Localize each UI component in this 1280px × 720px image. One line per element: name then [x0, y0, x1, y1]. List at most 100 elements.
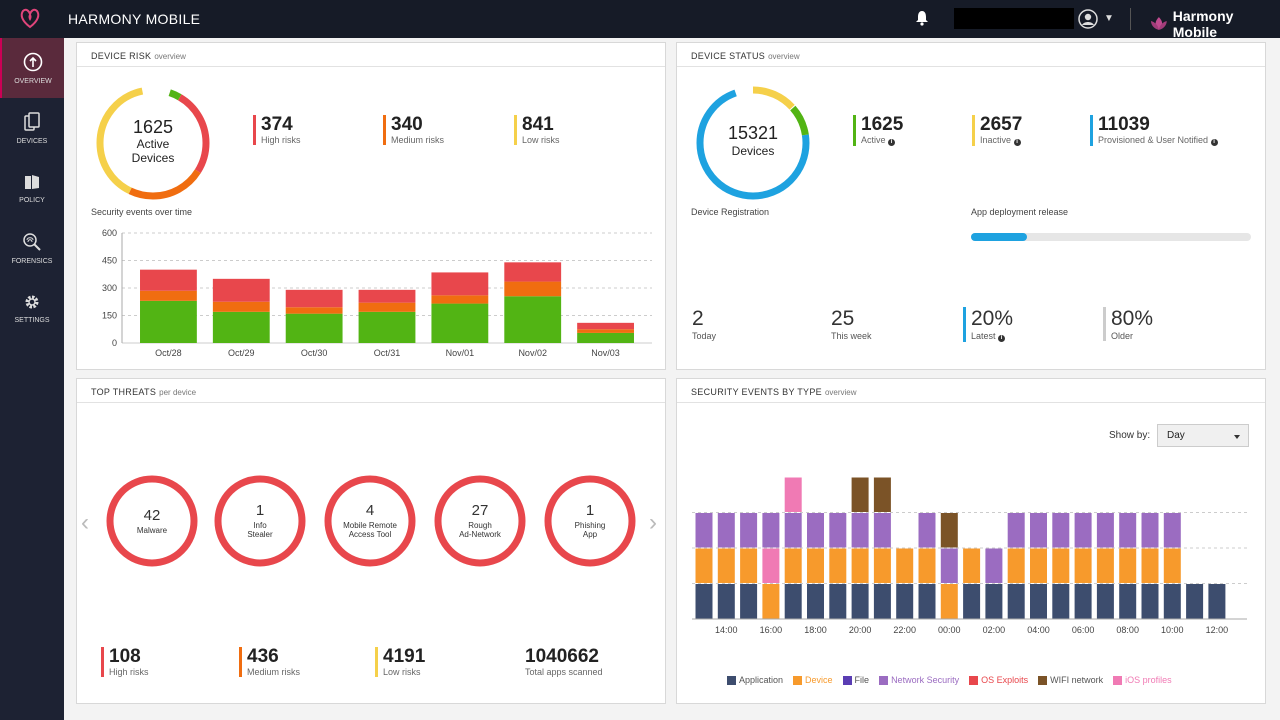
threat-name: Malware: [136, 525, 168, 535]
low-risks-stat[interactable]: 4191 Low risks: [375, 647, 425, 677]
provisioned-stat[interactable]: 11039 Provisioned & User Notified i: [1090, 115, 1218, 146]
threat-count: 1: [585, 502, 595, 519]
bar-segment: [918, 548, 936, 583]
bar-segment: [1074, 548, 1092, 583]
latest-stat[interactable]: 20% Latest i: [963, 307, 1013, 342]
high-risks-stat[interactable]: 108 High risks: [101, 647, 149, 677]
medium-risks-stat[interactable]: 436 Medium risks: [239, 647, 300, 677]
bar-segment: [717, 513, 735, 548]
bar-segment: [1163, 513, 1181, 548]
sidebar-item-forensics[interactable]: FORENSICS: [0, 218, 64, 278]
inactive-stat[interactable]: 2657 Inactive i: [972, 115, 1022, 146]
legend-item[interactable]: Network Security: [879, 675, 959, 685]
info-icon[interactable]: i: [1013, 139, 1021, 146]
threat-ring[interactable]: 27 Rough Ad-Network: [433, 474, 527, 568]
sidebar-item-settings[interactable]: SETTINGS: [0, 278, 64, 338]
bar-segment: [1119, 513, 1137, 548]
carousel-prev-icon[interactable]: ‹: [81, 509, 89, 536]
high-risks-stat[interactable]: 374 High risks: [253, 115, 301, 145]
bar-segment: [829, 584, 847, 619]
bar-segment: [829, 513, 847, 548]
legend-item[interactable]: iOS profiles: [1113, 675, 1172, 685]
legend-item[interactable]: Application: [727, 675, 783, 685]
ring-circle: [434, 475, 526, 567]
user-avatar-icon[interactable]: [1078, 9, 1098, 29]
legend-label: OS Exploits: [981, 675, 1029, 685]
info-icon[interactable]: i: [1210, 139, 1218, 146]
bar-segment: [851, 513, 869, 548]
threat-ring[interactable]: 42 Malware: [105, 474, 199, 568]
bar-segment: [762, 548, 780, 583]
sidebar-item-devices[interactable]: DEVICES: [0, 98, 64, 158]
bar-segment: [1141, 548, 1159, 583]
panel-title: DEVICE RISK: [91, 51, 152, 61]
threat-ring[interactable]: 1 Info Stealer: [213, 474, 307, 568]
apps-scanned-stat[interactable]: 1040662 Total apps scanned: [517, 647, 603, 678]
bar-segment: [1030, 513, 1047, 548]
medium-risks-stat[interactable]: 340 Medium risks: [383, 115, 444, 145]
info-icon[interactable]: i: [998, 335, 1006, 342]
today-value: 2: [692, 307, 704, 330]
bell-icon[interactable]: [914, 10, 930, 26]
bar-segment: [851, 477, 869, 512]
threat-count: 1: [255, 502, 265, 519]
bar-segment: [285, 313, 343, 343]
show-by-label: Show by:: [1109, 430, 1151, 441]
donut-label-text: Devices: [731, 144, 775, 158]
threat-name: Stealer: [247, 530, 273, 539]
bar-segment: [1052, 513, 1070, 548]
bar-segment: [985, 548, 1003, 583]
ring-circle: [214, 475, 306, 567]
app-deployment-label: App deployment release: [971, 207, 1069, 217]
medium-risks-value: 340: [391, 114, 423, 135]
bar-segment: [1096, 548, 1114, 583]
sidebar-item-label: SETTINGS: [14, 316, 50, 324]
bar-segment: [358, 289, 416, 303]
show-by-dropdown[interactable]: Day: [1157, 424, 1249, 447]
bar-segment: [358, 311, 416, 343]
sidebar-item-label: OVERVIEW: [14, 77, 52, 85]
carousel-next-icon[interactable]: ›: [649, 509, 657, 536]
legend-item[interactable]: OS Exploits: [969, 675, 1028, 685]
donut-number: 15321: [727, 123, 779, 143]
threat-ring[interactable]: 1 Phishing App: [543, 474, 637, 568]
threat-name: App: [582, 530, 598, 539]
threat-ring[interactable]: 4 Mobile Remote Access Tool: [323, 474, 417, 568]
bar-segment: [807, 584, 824, 619]
bar-segment: [1096, 513, 1114, 548]
threat-ring-text: 1 Info Stealer: [213, 474, 307, 568]
x-tick-label: Oct/29: [228, 348, 255, 358]
bar-segment: [1186, 584, 1204, 619]
bar-segment: [918, 513, 936, 548]
donut-medium-segment: [96, 86, 210, 200]
bar-segment: [1052, 548, 1070, 583]
high-risks-value: 374: [261, 114, 293, 135]
bar-segment: [212, 311, 270, 343]
active-devices-donut[interactable]: [95, 85, 211, 201]
older-value: 80%: [1111, 307, 1154, 330]
week-stat[interactable]: 25 This week: [826, 307, 872, 341]
legend-label: File: [854, 675, 870, 685]
older-stat[interactable]: 80% Older: [1103, 307, 1153, 341]
legend-swatch: [1038, 675, 1048, 685]
harmony-logo-icon[interactable]: [18, 7, 42, 29]
chevron-down-icon[interactable]: ▼: [1104, 13, 1114, 24]
today-stat[interactable]: 2 Today: [687, 307, 716, 341]
x-tick-label: 14:00: [715, 625, 738, 635]
active-stat[interactable]: 1625 Active i: [853, 115, 903, 146]
devices-donut[interactable]: [695, 85, 811, 201]
legend-item[interactable]: WIFI network: [1038, 675, 1103, 685]
sidebar-item-policy[interactable]: POLICY: [0, 158, 64, 218]
info-icon[interactable]: i: [888, 139, 896, 146]
bar-segment: [896, 584, 914, 619]
low-risks-stat[interactable]: 841 Low risks: [514, 115, 560, 145]
legend-item[interactable]: Device: [793, 675, 833, 685]
legend-item[interactable]: File: [842, 675, 870, 685]
sidebar-item-overview[interactable]: OVERVIEW: [0, 38, 64, 98]
bar-segment: [829, 548, 847, 583]
gear-icon: [25, 295, 39, 308]
x-tick-label: 16:00: [760, 625, 783, 635]
legend-swatch: [842, 675, 852, 685]
bar-segment: [504, 281, 562, 297]
legend-label: Network Security: [891, 675, 960, 685]
